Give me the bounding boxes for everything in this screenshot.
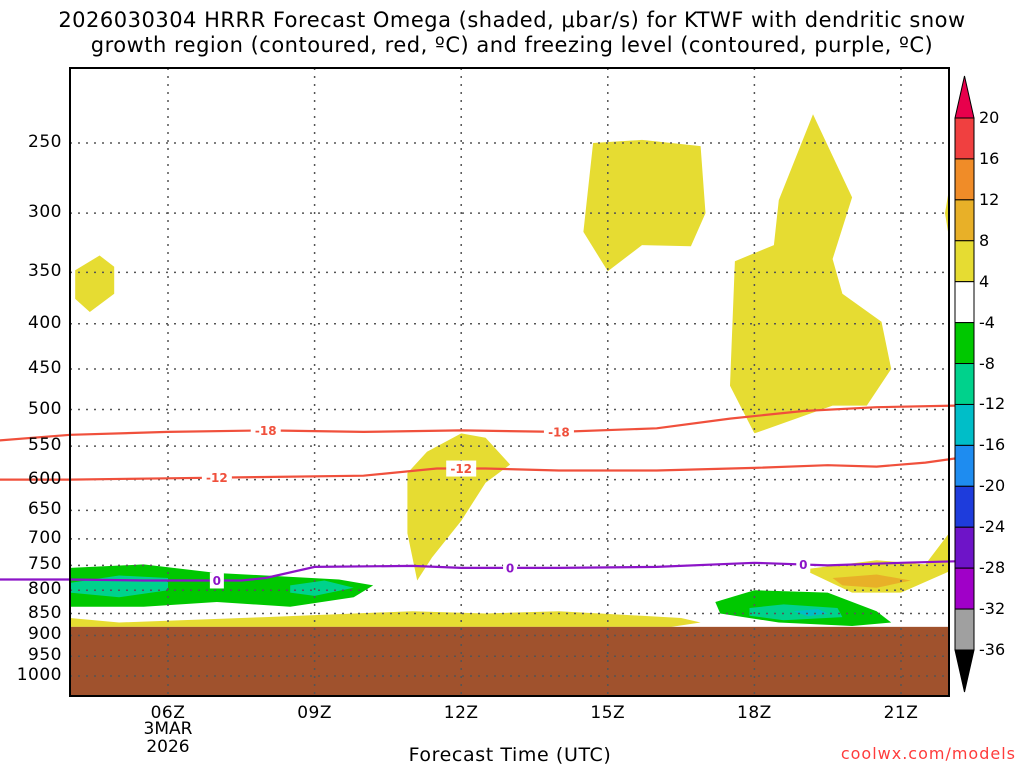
x-tick-09Z: 09Z [297, 703, 332, 723]
y-tick-750: 750 [28, 554, 62, 575]
colorbar-swatch-2 [954, 199, 975, 242]
omega-region-low-teal-19z [749, 604, 843, 621]
contour-line-0-4 [0, 560, 955, 582]
colorbar-tick--4: -4 [979, 312, 995, 332]
colorbar-swatch-7 [954, 403, 975, 446]
colorbar-swatch-5 [954, 322, 975, 365]
colorbar-swatch-6 [954, 363, 975, 405]
y-tick-400: 400 [28, 312, 62, 333]
contour-label--18-1: -18 [548, 425, 570, 439]
terrain-fill [70, 626, 949, 696]
y-tick-700: 700 [28, 527, 62, 548]
contour-label-bg-6 [796, 556, 811, 573]
contour-label-bg-5 [503, 559, 518, 576]
y-tick-850: 850 [28, 602, 62, 623]
date-label-day: 3MAR [143, 719, 193, 739]
contour-label--12-3: -12 [450, 462, 472, 476]
omega-region-low-teal-09z [290, 580, 354, 596]
y-tick-600: 600 [28, 468, 62, 489]
plot-frame [69, 67, 950, 697]
y-tick-800: 800 [28, 579, 62, 600]
colorbar-swatch-12 [954, 608, 975, 651]
colorbar-tick--16: -16 [979, 435, 1006, 455]
x-tick-12Z: 12Z [443, 703, 479, 723]
colorbar-tick-16: 16 [979, 148, 1000, 168]
date-label: 3MAR 2026 [128, 720, 208, 756]
contour-label--12-2: -12 [206, 471, 228, 485]
colorbar-tick--20: -20 [979, 476, 1006, 496]
y-tick-1000: 1000 [16, 665, 62, 685]
x-axis-label: Forecast Time (UTC) [408, 744, 612, 766]
contour-line--18-0 [0, 404, 955, 442]
contour-label--18-0: -18 [255, 424, 277, 438]
omega-region-upper-18z-19z-cell [730, 114, 892, 434]
x-tick-21Z: 21Z [883, 703, 919, 723]
contour-label-0-4: 0 [213, 574, 221, 588]
x-tick-15Z: 15Z [590, 703, 626, 723]
date-label-year: 2026 [146, 737, 190, 757]
contour-label-bg-0 [250, 422, 281, 439]
omega-region-small-05z-cell [75, 255, 115, 312]
contour-label-0-5: 0 [506, 561, 514, 575]
colorbar-top-arrow [954, 75, 975, 119]
chart-title-line-1: 2026030304 HRRR Forecast Omega (shaded, … [58, 8, 966, 32]
omega-region-lower-right-cell-core [832, 574, 911, 588]
temperature-contours: -18 -18 -12 -12 0 0 0 [0, 404, 955, 589]
colorbar-swatch-9 [954, 485, 975, 528]
terrain-below-surface [70, 626, 949, 696]
credit-link[interactable]: coolwx.com/models [840, 744, 1016, 763]
omega-region-low-level-band [70, 595, 701, 627]
colorbar [954, 75, 975, 693]
colorbar-tick-20: 20 [979, 108, 1000, 127]
colorbar-tick--28: -28 [979, 558, 1006, 578]
colorbar-tick--12: -12 [979, 394, 1006, 414]
colorbar-tick--32: -32 [979, 599, 1006, 619]
colorbar-tick--24: -24 [979, 517, 1006, 537]
y-tick-550: 550 [28, 435, 62, 456]
contour-label-bg-2 [201, 469, 232, 486]
colorbar-swatch-8 [954, 444, 975, 487]
omega-region-mid-11z-12z-cell [407, 433, 511, 581]
dotted-gridlines [70, 68, 949, 696]
colorbar-tick--36: -36 [979, 640, 1006, 659]
colorbar-tick-4: 4 [979, 271, 990, 291]
y-tick-300: 300 [28, 202, 62, 223]
x-tick-18Z: 18Z [737, 703, 772, 723]
y-tick-950: 950 [28, 645, 62, 666]
contour-label-bg-4 [209, 572, 224, 589]
y-tick-500: 500 [28, 398, 62, 419]
colorbar-swatch-4 [954, 281, 975, 324]
colorbar-swatch-3 [954, 240, 975, 283]
colorbar-tick-12: 12 [979, 189, 1000, 209]
x-tick-06Z: 06Z [150, 703, 186, 723]
y-tick-250: 250 [28, 132, 62, 152]
y-tick-350: 350 [28, 261, 62, 282]
y-tick-650: 650 [28, 499, 62, 520]
colorbar-bottom-arrow [954, 649, 975, 693]
y-tick-450: 450 [28, 357, 62, 378]
colorbar-tick--8: -8 [979, 353, 995, 373]
omega-region-low-cyan-19z [793, 609, 828, 617]
omega-shading [70, 114, 949, 627]
colorbar-swatch-11 [954, 567, 975, 610]
contour-label-bg-1 [543, 423, 574, 440]
y-tick-900: 900 [28, 624, 62, 645]
contour-label-bg-3 [446, 460, 477, 477]
colorbar-swatch-10 [954, 526, 975, 569]
contour-line--12-2 [0, 457, 955, 481]
colorbar-swatch-0 [954, 117, 975, 160]
colorbar-swatch-1 [954, 158, 975, 201]
omega-region-upper-15z-cell [583, 139, 706, 272]
contour-label-0-6: 0 [799, 558, 807, 572]
chart-title-line-2: growth region (contoured, red, ºC) and f… [90, 33, 934, 57]
colorbar-tick-8: 8 [979, 230, 990, 250]
